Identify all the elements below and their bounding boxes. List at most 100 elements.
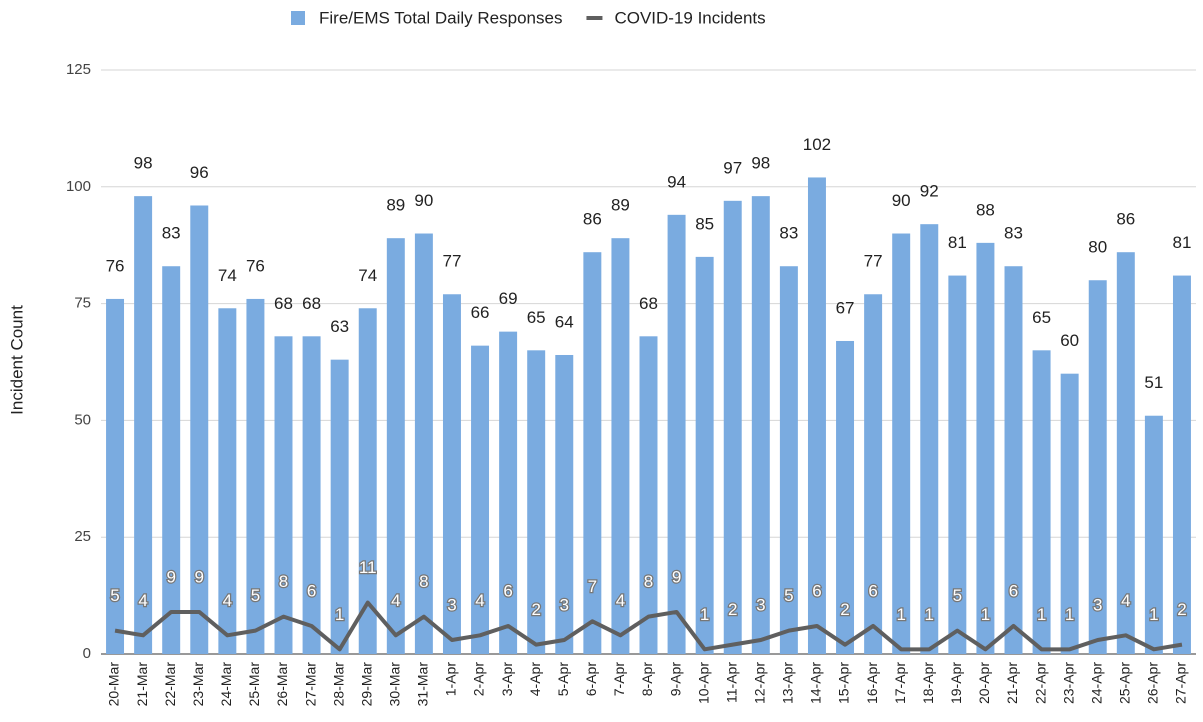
line-value-label: 4 bbox=[138, 591, 147, 610]
bar bbox=[667, 214, 686, 654]
line bbox=[114, 600, 1183, 652]
bar-value-label: 85 bbox=[695, 214, 714, 233]
line-value-label: 5 bbox=[784, 586, 793, 605]
bar-value-label: 96 bbox=[190, 163, 209, 182]
line-value-label: 5 bbox=[953, 586, 962, 605]
bar bbox=[246, 298, 265, 654]
x-tick-label: 29-Mar bbox=[358, 662, 374, 707]
bar bbox=[864, 294, 883, 654]
x-tick-label: 6-Apr bbox=[583, 662, 599, 697]
line-value-label: 8 bbox=[279, 572, 288, 591]
bar-value-label: 76 bbox=[246, 256, 265, 275]
bar-value-label: 86 bbox=[583, 210, 602, 229]
bar bbox=[583, 252, 602, 654]
x-tick-label: 16-Apr bbox=[864, 662, 880, 704]
line-value-label: 1 bbox=[700, 605, 709, 624]
bar-value-label: 65 bbox=[527, 308, 546, 327]
bar bbox=[836, 340, 855, 654]
bar-value-label: 89 bbox=[386, 196, 405, 215]
y-tick-label: 0 bbox=[83, 645, 91, 662]
x-tick-label: 21-Mar bbox=[134, 662, 150, 707]
bar bbox=[1116, 252, 1135, 654]
y-tick-label: 75 bbox=[74, 295, 91, 312]
x-tick-label: 4-Apr bbox=[527, 662, 543, 697]
bar bbox=[414, 233, 433, 654]
bar bbox=[190, 205, 209, 654]
line-value-label: 9 bbox=[672, 567, 681, 586]
x-tick-label: 25-Apr bbox=[1117, 662, 1133, 704]
x-tick-label: 30-Mar bbox=[387, 662, 403, 707]
line-value-label: 4 bbox=[391, 591, 400, 610]
line-value-label: 8 bbox=[644, 572, 653, 591]
bar bbox=[611, 238, 630, 654]
bar bbox=[1004, 266, 1023, 654]
bar-value-label: 68 bbox=[274, 294, 293, 313]
bar-value-label: 66 bbox=[471, 303, 490, 322]
bar-value-label: 63 bbox=[330, 317, 349, 336]
line-value-label: 8 bbox=[419, 572, 428, 591]
line-value-label: 3 bbox=[756, 595, 765, 614]
bar-value-label: 69 bbox=[499, 289, 518, 308]
y-tick-label: 125 bbox=[66, 61, 91, 78]
x-tick-label: 22-Mar bbox=[162, 662, 178, 707]
bar bbox=[639, 336, 658, 654]
bar bbox=[1144, 415, 1163, 654]
line-value-label: 6 bbox=[503, 581, 512, 600]
bar-value-label: 102 bbox=[803, 135, 831, 154]
line-value-label: 4 bbox=[1121, 591, 1130, 610]
bar-value-label: 98 bbox=[134, 154, 153, 173]
x-tick-label: 27-Apr bbox=[1173, 662, 1189, 704]
line-value-label: 2 bbox=[840, 600, 849, 619]
x-tick-label: 26-Mar bbox=[274, 662, 290, 707]
line-value-label: 1 bbox=[335, 605, 344, 624]
legend-label: Fire/EMS Total Daily Responses bbox=[319, 8, 562, 27]
bar bbox=[695, 256, 714, 654]
line-value-label: 7 bbox=[588, 577, 597, 596]
x-tick-label: 12-Apr bbox=[752, 662, 768, 704]
bar-value-label: 81 bbox=[1173, 233, 1192, 252]
bar-value-label: 83 bbox=[1004, 224, 1023, 243]
x-tick-label: 31-Mar bbox=[415, 662, 431, 707]
bar bbox=[779, 266, 798, 654]
bar bbox=[1172, 275, 1191, 654]
bar-value-label: 77 bbox=[864, 252, 883, 271]
x-tick-label: 27-Mar bbox=[302, 662, 318, 707]
bar bbox=[1088, 280, 1107, 654]
x-tick-label: 17-Apr bbox=[892, 662, 908, 704]
x-tick-label: 24-Apr bbox=[1088, 662, 1104, 704]
line-value-label: 5 bbox=[110, 586, 119, 605]
bar bbox=[976, 242, 995, 654]
bar-value-label: 51 bbox=[1144, 373, 1163, 392]
line-value-label: 1 bbox=[925, 605, 934, 624]
legend-swatch bbox=[291, 11, 305, 25]
bar bbox=[386, 238, 405, 654]
x-tick-label: 20-Apr bbox=[976, 662, 992, 704]
x-tick-label: 8-Apr bbox=[639, 662, 655, 697]
bar-value-label: 88 bbox=[976, 200, 995, 219]
bar-value-label: 98 bbox=[751, 154, 770, 173]
bar-value-label: 60 bbox=[1060, 331, 1079, 350]
bar bbox=[274, 336, 293, 654]
bar-value-label: 90 bbox=[414, 191, 433, 210]
y-tick-label: 100 bbox=[66, 178, 91, 195]
bar-value-label: 92 bbox=[920, 182, 939, 201]
bar bbox=[723, 200, 742, 655]
bar-value-label: 77 bbox=[443, 252, 462, 271]
line-value-label: 4 bbox=[616, 591, 625, 610]
legend-label: COVID-19 Incidents bbox=[614, 8, 765, 27]
line-value-label: 2 bbox=[531, 600, 540, 619]
line-value-label: 4 bbox=[475, 591, 484, 610]
x-tick-label: 18-Apr bbox=[920, 662, 936, 704]
x-tick-label: 7-Apr bbox=[611, 662, 627, 697]
bar-value-label: 94 bbox=[667, 172, 686, 191]
x-tick-label: 2-Apr bbox=[471, 662, 487, 697]
line-value-label: 11 bbox=[359, 558, 377, 577]
bar bbox=[527, 350, 546, 654]
x-tick-label: 15-Apr bbox=[836, 662, 852, 704]
bar bbox=[751, 196, 770, 655]
bar bbox=[162, 266, 181, 654]
bar bbox=[948, 275, 967, 654]
x-tick-label: 3-Apr bbox=[499, 662, 515, 697]
bar-value-label: 97 bbox=[723, 158, 742, 177]
